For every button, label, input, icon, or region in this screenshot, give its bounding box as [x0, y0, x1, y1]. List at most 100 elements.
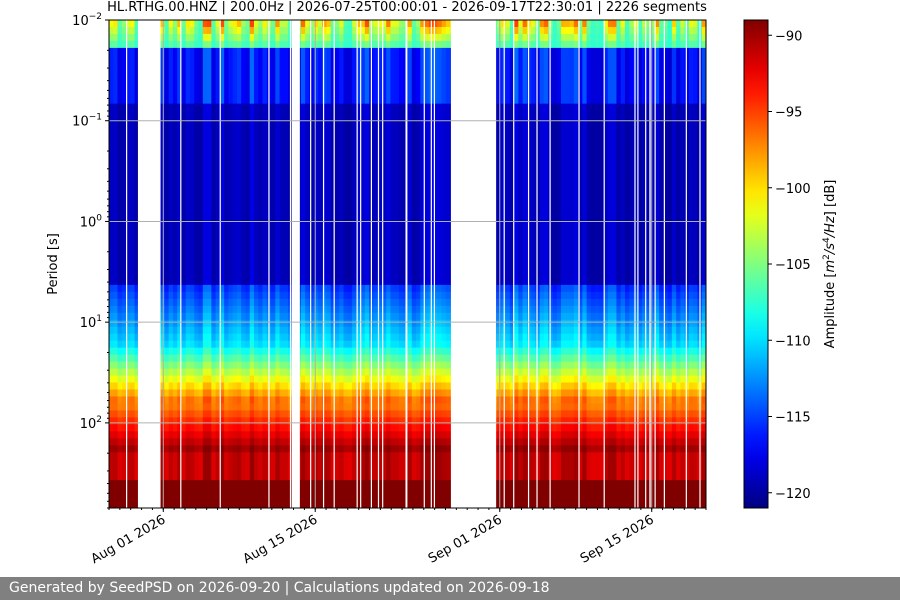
- heatmap-cell: [305, 501, 310, 509]
- heatmap-cell: [207, 187, 212, 195]
- heatmap-cell: [198, 145, 204, 153]
- heatmap-cell: [181, 257, 187, 265]
- heatmap-cell: [194, 494, 199, 502]
- heatmap-cell: [181, 347, 187, 356]
- heatmap-cell: [386, 20, 391, 28]
- heatmap-cell: [194, 243, 199, 251]
- heatmap-cell: [181, 417, 187, 425]
- heatmap-cell: [215, 403, 221, 411]
- heatmap-cell: [360, 26, 366, 35]
- heatmap-cell: [373, 61, 379, 70]
- heatmap-cell: [117, 201, 123, 209]
- heatmap-cell: [283, 333, 289, 342]
- heatmap-cell: [356, 103, 361, 112]
- heatmap-cell: [126, 333, 131, 342]
- heatmap-cell: [181, 270, 187, 279]
- heatmap-cell: [258, 68, 263, 77]
- heatmap-cell: [330, 222, 336, 230]
- heatmap-cell: [190, 389, 195, 397]
- heatmap-cell: [207, 152, 212, 160]
- heatmap-cell: [215, 389, 221, 397]
- heatmap-cell: [300, 236, 306, 244]
- heatmap-cell: [339, 466, 344, 474]
- heatmap-cell: [232, 208, 238, 216]
- heatmap-cell: [352, 173, 357, 181]
- heatmap-cell: [377, 152, 383, 160]
- heatmap-cell: [198, 319, 204, 328]
- heatmap-cell: [185, 159, 191, 167]
- heatmap-cell: [232, 117, 238, 125]
- heatmap-cell: [113, 75, 118, 84]
- heatmap-cell: [386, 438, 391, 446]
- heatmap-cell: [386, 131, 391, 139]
- heatmap-cell: [219, 487, 225, 495]
- heatmap-cell: [121, 243, 127, 251]
- heatmap-cell: [322, 96, 327, 105]
- heatmap-cell: [228, 459, 234, 467]
- heatmap-cell: [130, 347, 135, 356]
- heatmap-cell: [211, 312, 216, 321]
- heatmap-cell: [126, 277, 131, 286]
- heatmap-cell: [236, 424, 242, 432]
- heatmap-cell: [177, 61, 182, 70]
- heatmap-cell: [279, 103, 285, 112]
- heatmap-cell: [283, 354, 289, 362]
- heatmap-cell: [258, 117, 263, 125]
- heatmap-cell: [177, 131, 182, 139]
- heatmap-cell: [202, 284, 208, 293]
- heatmap-cell: [364, 368, 370, 376]
- heatmap-cell: [364, 375, 370, 383]
- heatmap-cell: [326, 445, 332, 453]
- heatmap-cell: [407, 270, 413, 279]
- heatmap-cell: [313, 312, 319, 321]
- heatmap-cell: [322, 270, 327, 279]
- heatmap-cell: [219, 396, 225, 404]
- heatmap-cell: [275, 96, 280, 105]
- heatmap-cell: [394, 312, 400, 321]
- heatmap-cell: [168, 131, 174, 139]
- heatmap-cell: [309, 75, 315, 84]
- heatmap-cell: [339, 270, 344, 279]
- heatmap-cell: [172, 354, 178, 362]
- heatmap-cell: [190, 382, 195, 390]
- heatmap-cell: [190, 96, 195, 105]
- heatmap-cell: [381, 110, 387, 118]
- heatmap-cell: [249, 264, 255, 272]
- heatmap-cell: [190, 284, 195, 293]
- heatmap-cell: [386, 54, 391, 63]
- heatmap-cell: [283, 180, 289, 188]
- heatmap-cell: [253, 61, 259, 70]
- heatmap-cell: [386, 473, 391, 481]
- heatmap-cell: [326, 236, 332, 244]
- heatmap-cell: [343, 26, 349, 35]
- heatmap-cell: [271, 257, 276, 265]
- heatmap-cell: [168, 173, 174, 181]
- heatmap-cell: [219, 466, 225, 474]
- heatmap-cell: [241, 117, 246, 125]
- heatmap-cell: [390, 354, 396, 362]
- heatmap-cell: [198, 103, 204, 112]
- heatmap-cell: [126, 291, 131, 300]
- heatmap-cell: [177, 138, 182, 146]
- heatmap-cell: [109, 243, 114, 251]
- heatmap-cell: [160, 284, 165, 293]
- heatmap-cell: [352, 487, 357, 495]
- heatmap-cell: [232, 187, 238, 195]
- heatmap-cell: [202, 89, 208, 98]
- heatmap-cell: [271, 173, 276, 181]
- heatmap-cell: [377, 389, 383, 397]
- heatmap-cell: [356, 26, 361, 35]
- heatmap-cell: [305, 375, 310, 383]
- heatmap-cell: [279, 236, 285, 244]
- heatmap-cell: [134, 222, 140, 230]
- heatmap-cell: [326, 264, 332, 272]
- heatmap-cell: [275, 473, 280, 481]
- heatmap-cell: [202, 340, 208, 349]
- heatmap-cell: [356, 47, 361, 56]
- heatmap-cell: [228, 291, 234, 300]
- heatmap-cell: [172, 145, 178, 153]
- heatmap-cell: [262, 326, 268, 335]
- heatmap-cell: [279, 138, 285, 146]
- heatmap-cell: [275, 431, 280, 439]
- heatmap-cell: [373, 431, 379, 439]
